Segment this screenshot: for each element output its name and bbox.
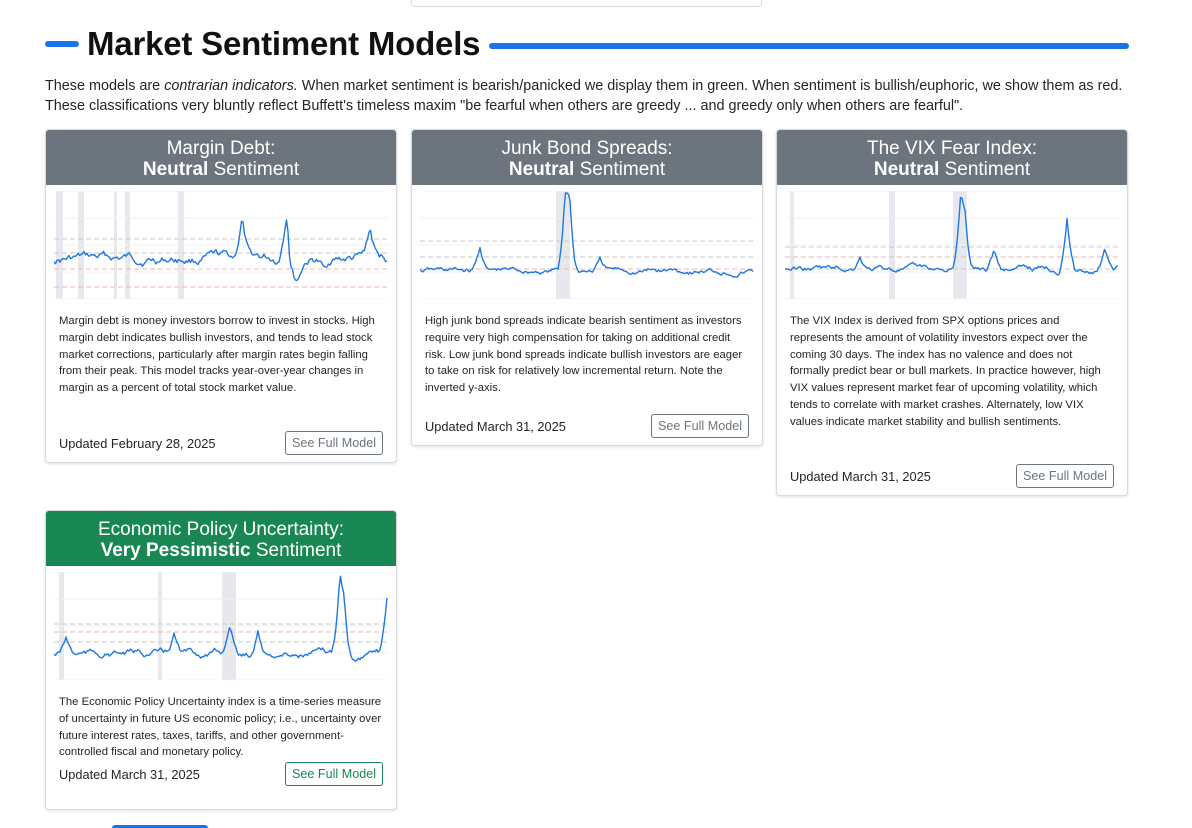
sentiment-value: Neutral: [142, 159, 209, 180]
card-sentiment: Neutral Sentiment: [777, 159, 1127, 180]
see-full-model-button[interactable]: See Full Model: [285, 431, 383, 455]
series-line: [420, 192, 754, 278]
card-title: The VIX Fear Index:: [866, 138, 1038, 159]
card-title: Junk Bond Spreads:: [501, 138, 673, 159]
card-title: Economic Policy Uncertainty:: [97, 519, 345, 540]
card-description: The VIX Index is derived from SPX option…: [790, 315, 1101, 428]
card-sentiment: Very Pessimistic Sentiment: [46, 540, 396, 561]
card-economic-policy-uncertainty: Economic Policy Uncertainty: Very Pessim…: [45, 510, 397, 810]
card-header: The VIX Fear Index: Neutral Sentiment: [777, 130, 1127, 185]
card-footer: Updated February 28, 2025 See Full Model: [46, 431, 396, 455]
junk-bond-spreads-chart[interactable]: [420, 191, 754, 299]
card-header: Junk Bond Spreads: Neutral Sentiment: [412, 130, 762, 185]
card-description: The Economic Policy Uncertainty index is…: [59, 696, 382, 759]
card-footer: Updated March 31, 2025 See Full Model: [412, 414, 762, 438]
card-sentiment: Neutral Sentiment: [412, 159, 762, 180]
series-line: [54, 219, 388, 282]
updated-date: Updated March 31, 2025: [790, 468, 931, 484]
card-description: High junk bond spreads indicate bearish …: [425, 315, 743, 395]
sentiment-suffix: Sentiment: [208, 159, 300, 180]
updated-date: Updated March 31, 2025: [425, 418, 566, 434]
sentiment-suffix: Sentiment: [939, 159, 1031, 180]
heading-accent-bar-left: [45, 41, 79, 47]
card-header: Economic Policy Uncertainty: Very Pessim…: [46, 511, 396, 566]
intro-text-2: When market sentiment is bearish/panicke…: [45, 78, 1123, 114]
see-full-model-button[interactable]: See Full Model: [651, 414, 749, 438]
heading-accent-bar-right: [489, 42, 1129, 49]
card-margin-debt: Margin Debt: Neutral Sentiment Margin de…: [45, 129, 397, 463]
see-full-model-button[interactable]: See Full Model: [1016, 464, 1114, 488]
see-full-model-button[interactable]: See Full Model: [285, 762, 383, 786]
previous-card-edge: [411, 0, 762, 7]
card-description: Margin debt is money investors borrow to…: [59, 315, 375, 395]
intro-emphasis: contrarian indicators.: [164, 78, 298, 94]
updated-date: Updated March 31, 2025: [59, 766, 200, 782]
vix-chart[interactable]: [785, 191, 1119, 299]
card-title: Margin Debt:: [166, 138, 276, 159]
sentiment-value: Very Pessimistic: [100, 540, 251, 561]
sentiment-value: Neutral: [508, 159, 575, 180]
card-header: Margin Debt: Neutral Sentiment: [46, 130, 396, 185]
updated-date: Updated February 28, 2025: [59, 435, 216, 451]
card-footer: Updated March 31, 2025 See Full Model: [777, 464, 1127, 488]
section-title: Market Sentiment Models: [87, 25, 481, 62]
economic-policy-uncertainty-chart[interactable]: [54, 572, 388, 680]
intro-paragraph: These models are contrarian indicators. …: [45, 76, 1145, 116]
margin-debt-chart[interactable]: [54, 191, 388, 299]
series-line: [54, 575, 388, 662]
intro-text-1: These models are: [45, 78, 165, 94]
section-heading: Market Sentiment Models: [45, 22, 1129, 66]
card-vix-fear-index: The VIX Fear Index: Neutral Sentiment Th…: [776, 129, 1128, 496]
next-section-accent-bar: [112, 825, 208, 828]
series-line: [785, 196, 1119, 276]
sentiment-value: Neutral: [873, 159, 940, 180]
sentiment-suffix: Sentiment: [250, 540, 342, 561]
sentiment-suffix: Sentiment: [574, 159, 666, 180]
card-footer: Updated March 31, 2025 See Full Model: [46, 762, 396, 786]
card-sentiment: Neutral Sentiment: [46, 159, 396, 180]
card-junk-bond-spreads: Junk Bond Spreads: Neutral Sentiment Hig…: [411, 129, 763, 446]
